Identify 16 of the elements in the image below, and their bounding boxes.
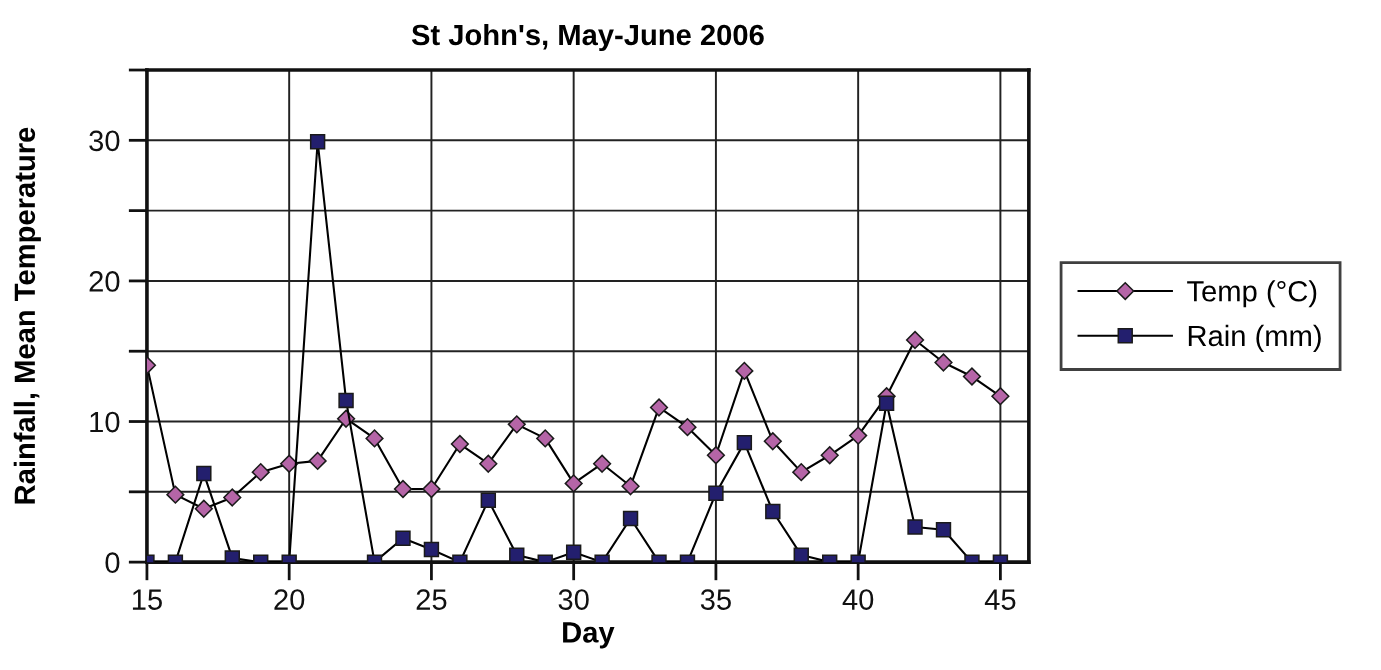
x-axis-title: Day xyxy=(563,622,615,649)
y-tick-label: 20 xyxy=(89,271,120,292)
x-tick-label: 45 xyxy=(984,589,1016,610)
y-axis-title: Rainfall, Mean Temperature xyxy=(13,127,41,504)
x-tick-label: 25 xyxy=(416,589,447,610)
x-tick-label: 35 xyxy=(700,589,731,610)
y-tick-label: 10 xyxy=(90,411,120,433)
x-tick-label: 20 xyxy=(274,589,305,610)
x-tick-label: 40 xyxy=(842,589,874,610)
legend-label: Rain (mm) xyxy=(1188,324,1321,352)
chart-title: St John's, May-June 2006 xyxy=(411,23,764,52)
legend-label: Temp (°C) xyxy=(1187,280,1317,308)
x-tick-label: 30 xyxy=(558,589,589,610)
y-tick-label: 0 xyxy=(105,552,120,573)
y-tick-label: 30 xyxy=(89,130,120,152)
x-tick-label: 15 xyxy=(132,589,162,610)
